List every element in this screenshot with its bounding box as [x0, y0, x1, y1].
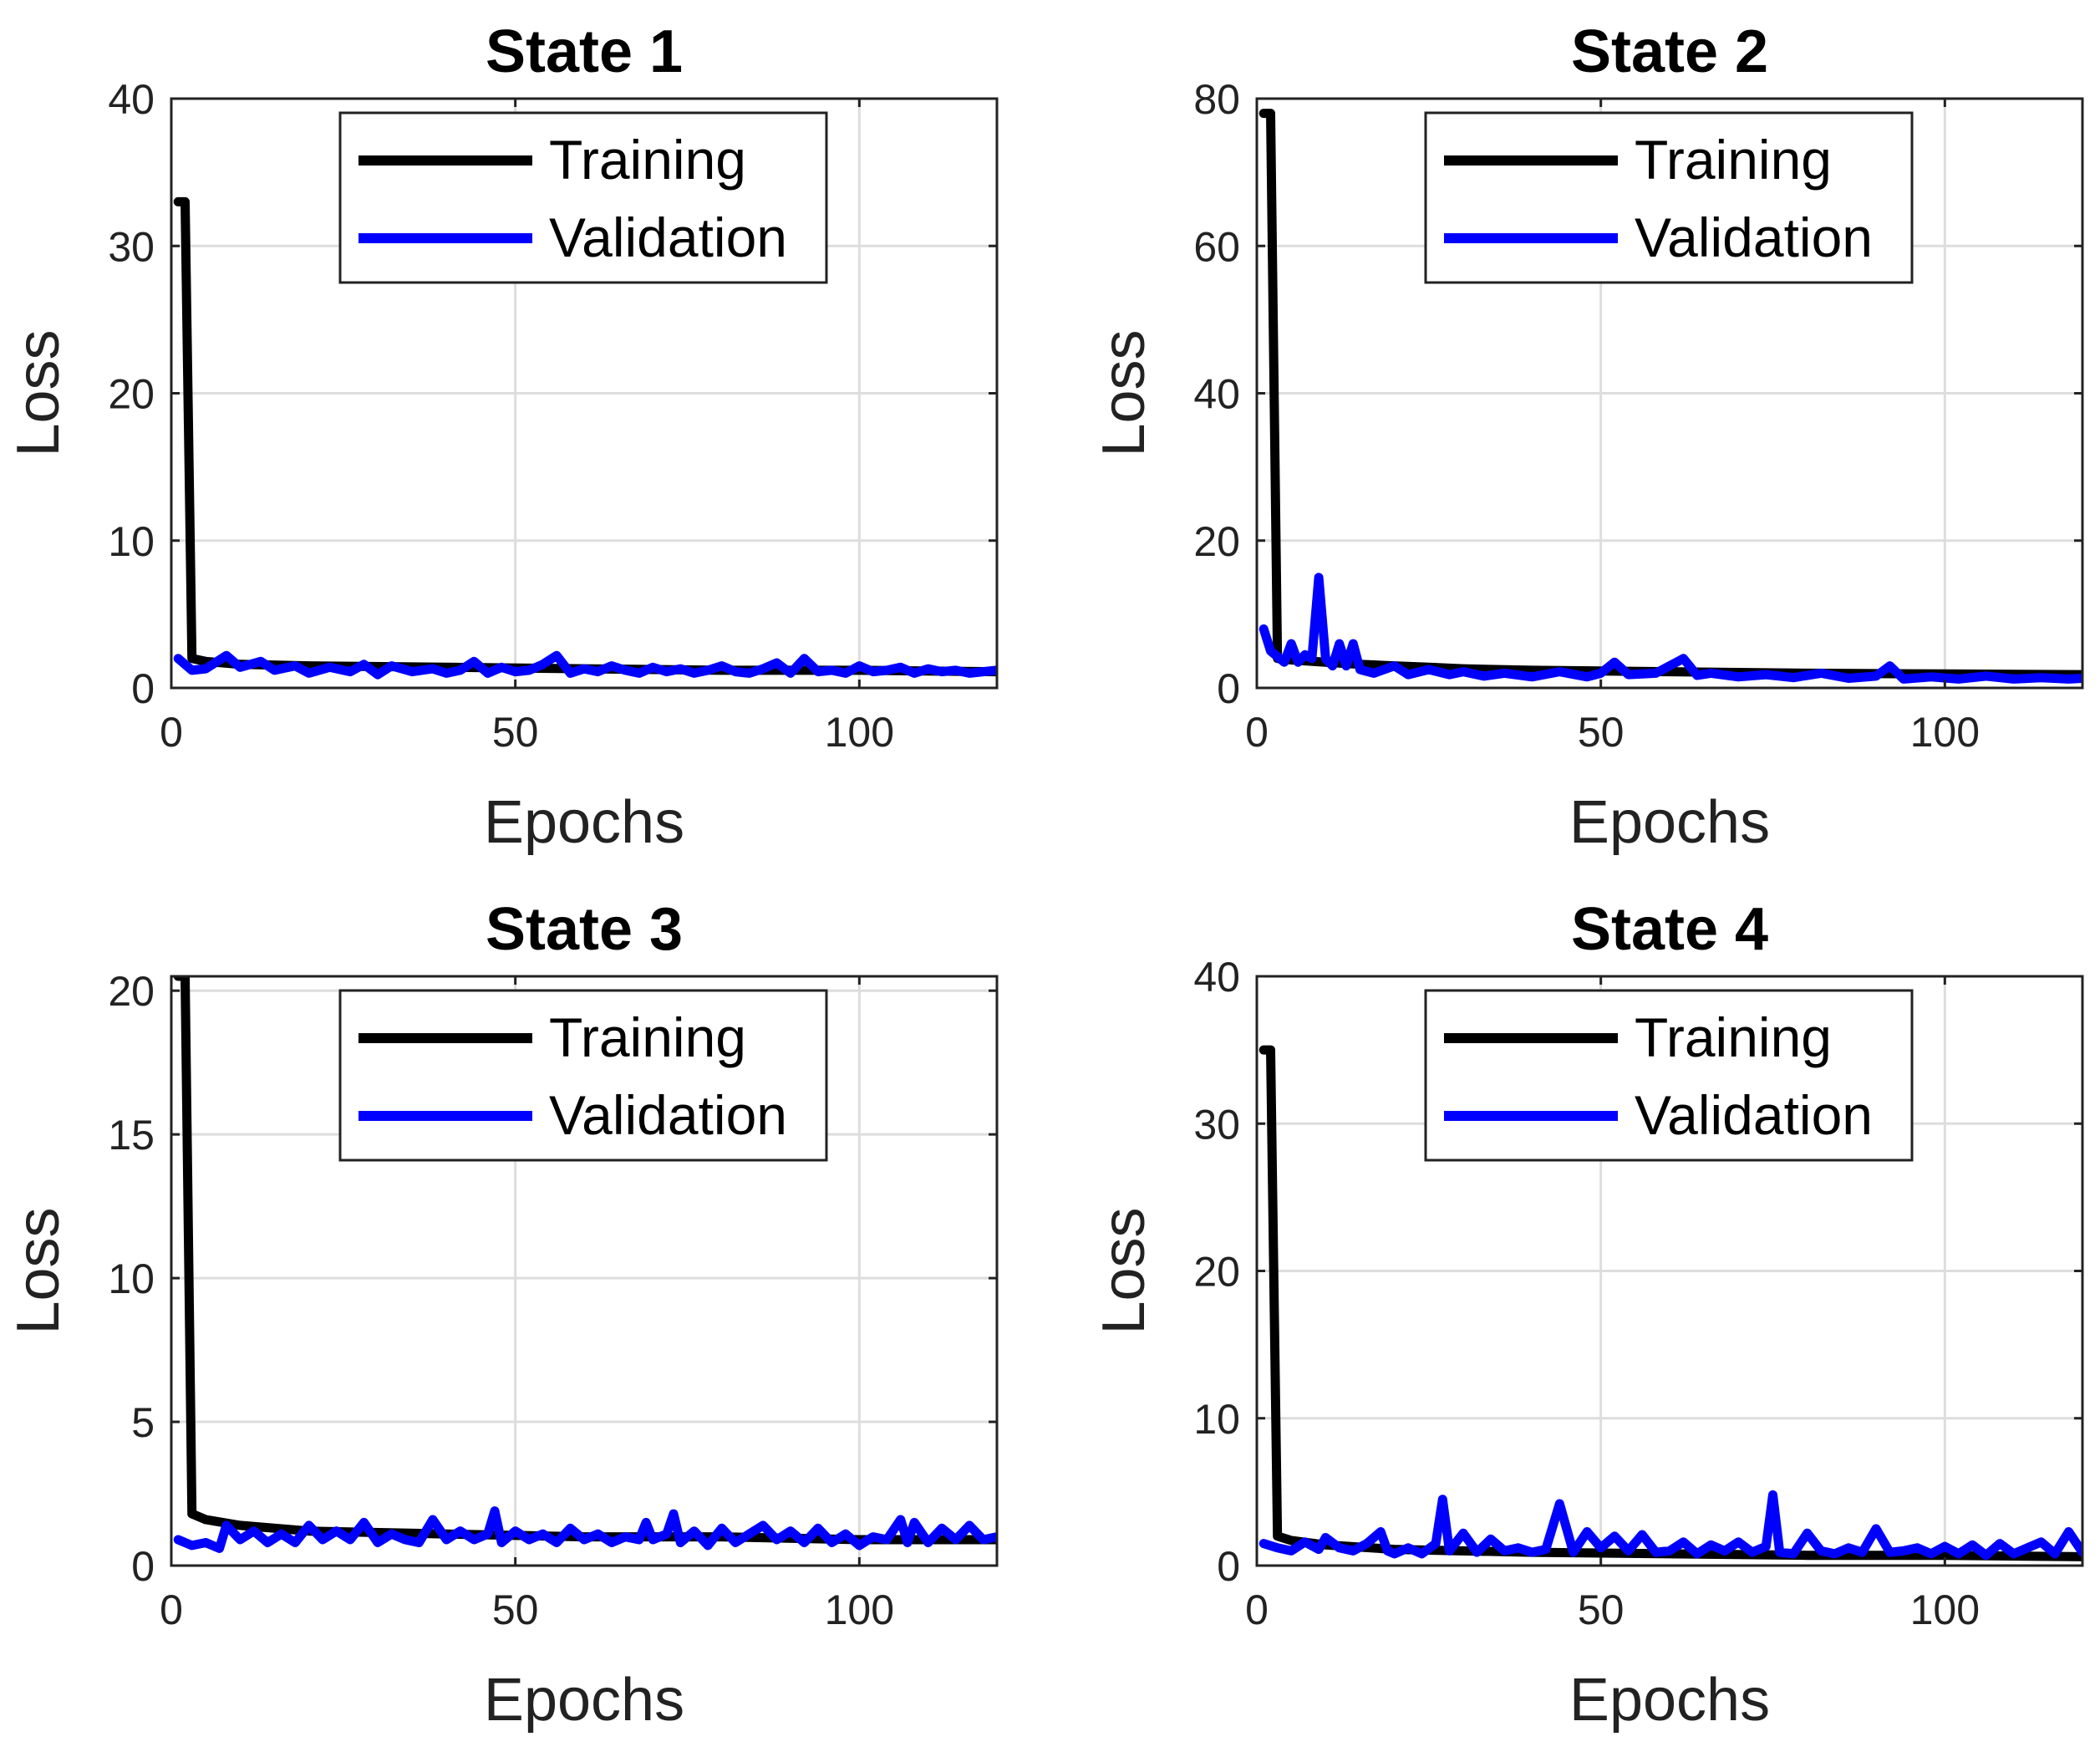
x-tick-label: 0 — [1245, 1586, 1269, 1633]
chart-title: State 2 — [1571, 18, 1768, 85]
legend-box — [1424, 111, 1914, 284]
x-tick-label: 50 — [1578, 709, 1625, 756]
y-tick-label: 0 — [1217, 1543, 1240, 1590]
legend-label-training: Training — [1635, 129, 1832, 191]
x-axis-label: Epochs — [1569, 789, 1770, 856]
x-axis-label: Epochs — [484, 789, 684, 856]
y-tick-label: 0 — [131, 665, 155, 712]
legend-label-training: Training — [1635, 1006, 1832, 1068]
chart-title: State 3 — [486, 896, 683, 963]
series-line-validation — [1258, 1490, 2082, 1561]
legend: Training Validation — [1424, 989, 1914, 1162]
x-tick-label: 0 — [1245, 709, 1269, 756]
x-tick-label: 100 — [825, 709, 894, 756]
series-line-validation — [173, 650, 997, 680]
x-tick-label: 100 — [1910, 1586, 1980, 1633]
y-tick-label: 0 — [131, 1543, 155, 1590]
y-tick-label: 40 — [108, 76, 155, 123]
y-axis-label: Loss — [5, 329, 72, 456]
chart-panel-2: 0 50 100 0 20 40 60 80 State 2 Epochs Loss Training… — [1091, 18, 2084, 856]
y-tick-label: 20 — [108, 371, 155, 418]
y-tick-label: 40 — [1193, 371, 1240, 418]
y-axis-label: Loss — [1091, 1207, 1157, 1334]
y-tick-label: 10 — [108, 1255, 155, 1302]
legend-label-validation: Validation — [1635, 206, 1873, 268]
y-tick-label: 20 — [1193, 1249, 1240, 1296]
x-tick-label: 50 — [1578, 1586, 1625, 1633]
chart-title: State 1 — [486, 18, 683, 85]
series-line-validation — [173, 1506, 997, 1553]
x-tick-label: 50 — [492, 709, 539, 756]
legend-label-validation: Validation — [549, 1084, 787, 1146]
chart-title: State 4 — [1571, 896, 1768, 963]
x-tick-label: 100 — [1910, 709, 1980, 756]
legend-box — [338, 989, 828, 1162]
y-tick-label: 40 — [1193, 954, 1240, 1001]
x-axis-label: Epochs — [1569, 1667, 1770, 1734]
legend-box — [1424, 989, 1914, 1162]
y-tick-label: 0 — [1217, 665, 1240, 712]
legend-label-training: Training — [549, 129, 746, 191]
y-tick-label: 5 — [131, 1399, 155, 1446]
y-tick-label: 60 — [1193, 223, 1240, 270]
axes-box — [170, 975, 999, 1567]
legend: Training Validation — [338, 989, 828, 1162]
chart-panel-4: 0 50 100 0 10 20 30 40 State 4 Epochs Loss Training… — [1091, 896, 2084, 1734]
y-tick-label: 20 — [108, 968, 155, 1015]
legend: Training Validation — [1424, 111, 1914, 284]
legend: Training Validation — [338, 111, 828, 284]
y-tick-label: 10 — [1193, 1396, 1240, 1443]
y-tick-label: 30 — [1193, 1101, 1240, 1148]
series-line-validation — [1258, 573, 2082, 684]
y-tick-label: 15 — [108, 1112, 155, 1159]
legend-label-validation: Validation — [1635, 1084, 1873, 1146]
y-tick-label: 20 — [1193, 518, 1240, 565]
chart-panel-3: 0 50 100 0 5 10 15 20 State 3 Epochs Loss Training V… — [5, 896, 999, 1734]
chart-panel-1: 0 50 100 0 10 20 30 40 State 1 Epochs Loss Training… — [5, 18, 999, 856]
x-tick-label: 0 — [160, 1586, 183, 1633]
y-axis-label: Loss — [1091, 329, 1157, 456]
legend-label-training: Training — [549, 1006, 746, 1068]
x-axis-label: Epochs — [484, 1667, 684, 1734]
y-axis-label: Loss — [5, 1207, 72, 1334]
x-tick-label: 100 — [825, 1586, 894, 1633]
y-tick-label: 80 — [1193, 76, 1240, 123]
y-tick-label: 30 — [108, 223, 155, 270]
x-tick-label: 0 — [160, 709, 183, 756]
legend-label-validation: Validation — [549, 206, 787, 268]
x-tick-label: 50 — [492, 1586, 539, 1633]
y-tick-label: 10 — [108, 518, 155, 565]
legend-box — [338, 111, 828, 284]
